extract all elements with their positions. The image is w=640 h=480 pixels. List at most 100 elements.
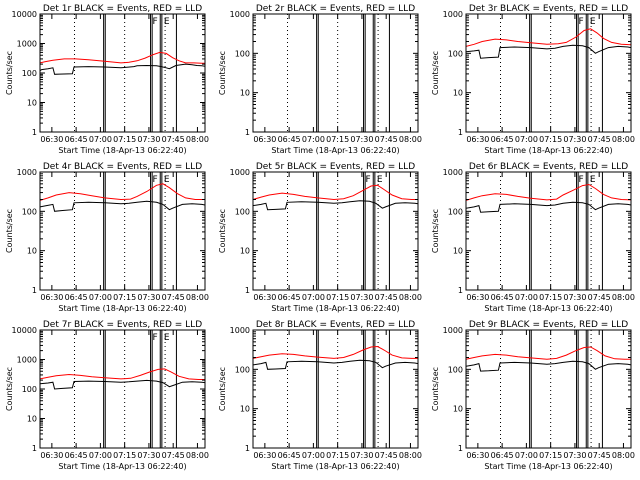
y-tick-label: 1 — [458, 128, 463, 137]
x-tick-label: 06:30 — [466, 135, 489, 144]
flag-marker: E — [164, 333, 170, 343]
series-events — [40, 63, 205, 75]
y-tick-label: 10 — [453, 89, 463, 98]
x-tick-label: 07:15 — [539, 451, 562, 460]
x-axis-label: Start Time (18-Apr-13 06:22:40) — [58, 304, 186, 313]
y-tick-label: 10 — [240, 247, 250, 256]
x-tick-label: 08:00 — [186, 293, 209, 302]
x-axis-label: Start Time (18-Apr-13 06:22:40) — [58, 462, 186, 471]
panel-4: Det 4r BLACK = Events, RED = LLD F E 1 10 100… — [5, 162, 209, 313]
flag-marker: E — [590, 175, 596, 185]
y-tick-label: 1 — [458, 286, 463, 295]
flag-marker: F — [153, 333, 158, 343]
series-lld — [466, 28, 631, 47]
flag-marker: F — [579, 175, 584, 185]
x-tick-label: 07:15 — [326, 293, 349, 302]
x-tick-label: 07:00 — [515, 135, 538, 144]
series-events — [40, 379, 205, 390]
plot-frame — [465, 171, 632, 291]
x-tick-label: 07:15 — [113, 451, 136, 460]
x-tick-label: 07:45 — [162, 451, 185, 460]
x-tick-label: 06:30 — [40, 293, 63, 302]
x-tick-label: 07:30 — [137, 293, 160, 302]
y-axis-label: Counts/sec — [218, 367, 227, 411]
series-events — [253, 200, 418, 211]
panel-title: Det 8r BLACK = Events, RED = LLD — [256, 320, 415, 330]
flag-marker: E — [164, 17, 170, 27]
x-tick-label: 07:15 — [113, 293, 136, 302]
plot-frame — [39, 329, 206, 449]
x-axis-label: Start Time (18-Apr-13 06:22:40) — [271, 304, 399, 313]
y-tick-label: 1000 — [17, 356, 37, 365]
y-tick-label: 1000 — [230, 168, 250, 177]
x-tick-label: 06:30 — [40, 135, 63, 144]
x-tick-label: 07:45 — [162, 135, 185, 144]
x-tick-label: 07:45 — [588, 135, 611, 144]
panel-5: Det 5r BLACK = Events, RED = LLD F E 1 10 100… — [218, 162, 422, 313]
y-tick-label: 100 — [235, 365, 250, 374]
x-axis-label: Start Time (18-Apr-13 06:22:40) — [58, 146, 186, 155]
panel-title: Det 9r BLACK = Events, RED = LLD — [469, 320, 628, 330]
y-axis-label: Counts/sec — [218, 209, 227, 253]
plot-frame — [252, 171, 419, 291]
y-tick-label: 1 — [32, 128, 37, 137]
x-tick-label: 08:00 — [399, 135, 422, 144]
flag-marker: E — [164, 175, 170, 185]
x-axis-label: Start Time (18-Apr-13 06:22:40) — [484, 146, 612, 155]
x-tick-label: 06:30 — [253, 451, 276, 460]
x-tick-label: 07:15 — [539, 135, 562, 144]
x-tick-label: 06:30 — [40, 451, 63, 460]
series-lld — [253, 184, 418, 201]
panel-6: Det 6r BLACK = Events, RED = LLD F E 1 10 100… — [431, 162, 635, 313]
x-tick-label: 07:15 — [113, 135, 136, 144]
x-tick-label: 07:45 — [375, 135, 398, 144]
x-tick-label: 07:30 — [563, 293, 586, 302]
plot-frame — [465, 329, 632, 449]
series-events — [40, 200, 205, 212]
y-tick-label: 1000 — [443, 326, 463, 335]
y-tick-label: 10 — [27, 99, 37, 108]
panel-title: Det 3r BLACK = Events, RED = LLD — [469, 4, 628, 14]
panel-title: Det 2r BLACK = Events, RED = LLD — [256, 4, 415, 14]
y-tick-label: 1 — [245, 444, 250, 453]
x-tick-label: 06:45 — [278, 293, 301, 302]
y-tick-label: 1000 — [230, 10, 250, 19]
panel-1: Det 1r BLACK = Events, RED = LLD F E 1 10 100… — [5, 4, 209, 155]
x-tick-label: 07:00 — [89, 451, 112, 460]
y-tick-label: 100 — [22, 69, 37, 78]
y-tick-label: 1000 — [17, 40, 37, 49]
y-axis-label: Counts/sec — [431, 367, 440, 411]
y-tick-label: 10 — [453, 405, 463, 414]
x-tick-label: 08:00 — [612, 293, 635, 302]
x-tick-label: 07:45 — [375, 293, 398, 302]
y-axis-label: Counts/sec — [5, 51, 14, 95]
plot-frame — [252, 329, 419, 449]
x-tick-label: 08:00 — [186, 135, 209, 144]
y-tick-label: 10000 — [12, 10, 37, 19]
flag-marker: F — [153, 175, 158, 185]
x-tick-label: 07:15 — [539, 293, 562, 302]
x-tick-label: 06:30 — [253, 293, 276, 302]
series-events — [466, 201, 631, 213]
y-tick-label: 100 — [235, 207, 250, 216]
plot-frame — [465, 13, 632, 133]
x-tick-label: 06:30 — [253, 135, 276, 144]
series-events — [466, 44, 631, 59]
y-tick-label: 1 — [32, 444, 37, 453]
x-tick-label: 06:45 — [491, 293, 514, 302]
x-axis-label: Start Time (18-Apr-13 06:22:40) — [271, 146, 399, 155]
y-axis-label: Counts/sec — [5, 209, 14, 253]
x-tick-label: 06:45 — [491, 135, 514, 144]
flag-marker: F — [579, 17, 584, 27]
plot-frame — [39, 171, 206, 291]
flag-marker: F — [366, 175, 371, 185]
x-tick-label: 07:30 — [350, 135, 373, 144]
y-tick-label: 1000 — [443, 10, 463, 19]
x-tick-label: 06:45 — [491, 451, 514, 460]
panel-title: Det 6r BLACK = Events, RED = LLD — [469, 162, 628, 172]
x-tick-label: 08:00 — [186, 451, 209, 460]
panel-title: Det 1r BLACK = Events, RED = LLD — [43, 4, 202, 14]
flag-marker: E — [590, 17, 596, 27]
x-tick-label: 06:45 — [65, 135, 88, 144]
